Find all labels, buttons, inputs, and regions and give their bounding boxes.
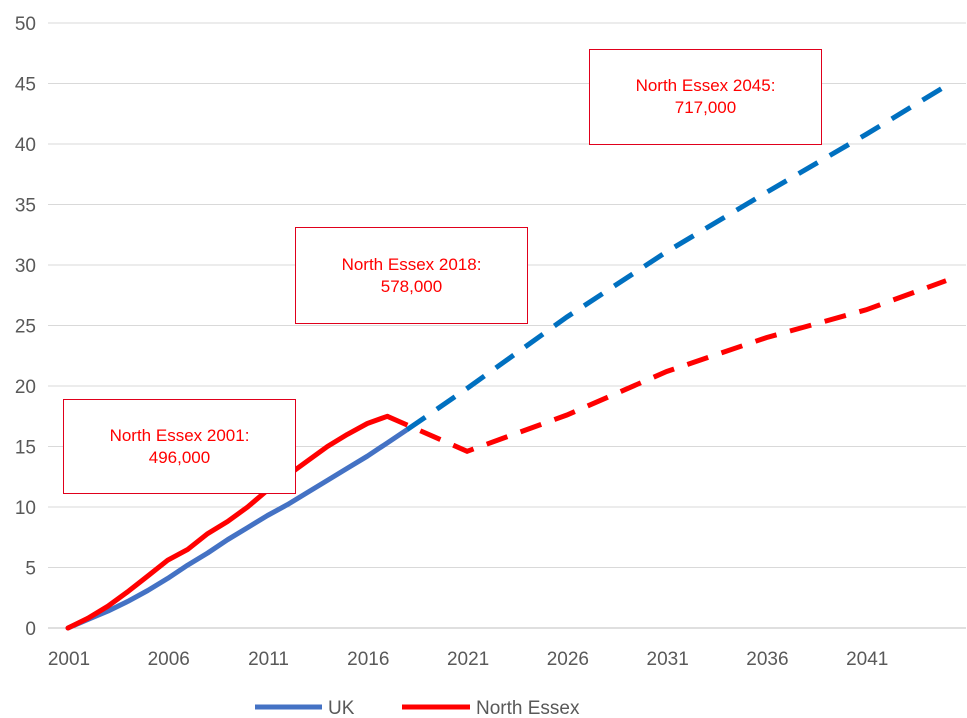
x-tick-label: 2021 xyxy=(447,649,489,670)
x-tick-label: 2001 xyxy=(48,649,90,670)
y-tick-label: 50 xyxy=(15,14,36,35)
x-tick-label: 2016 xyxy=(347,649,389,670)
x-tick-label: 2026 xyxy=(547,649,589,670)
annotation-2001: North Essex 2001: 496,000 xyxy=(63,399,296,494)
x-tick-label: 2031 xyxy=(647,649,689,670)
annotation-2045: North Essex 2045: 717,000 xyxy=(589,49,822,145)
y-tick-label: 5 xyxy=(25,559,36,580)
uk-actual-line xyxy=(65,427,410,631)
series-lines xyxy=(65,83,948,631)
annotation-2018: North Essex 2018: 578,000 xyxy=(295,227,528,324)
x-tick-label: 2011 xyxy=(248,649,289,670)
y-tick-label: 20 xyxy=(15,377,36,398)
north-essex-actual-line xyxy=(65,413,390,631)
annotation-2045-label: North Essex 2045: xyxy=(635,76,776,95)
legend: UK North Essex xyxy=(255,698,580,718)
y-axis: 0 5 10 15 20 25 30 35 40 45 50 xyxy=(15,14,36,640)
x-tick-label: 2041 xyxy=(846,649,888,670)
x-tick-label: 2036 xyxy=(746,649,788,670)
annotation-2018-label: North Essex 2018: xyxy=(341,254,482,274)
y-tick-label: 0 xyxy=(25,619,36,640)
y-tick-label: 30 xyxy=(15,256,36,277)
uk-projection-line xyxy=(405,83,948,432)
y-tick-label: 15 xyxy=(15,438,36,459)
annotation-2018-value: 578,000 xyxy=(380,276,443,296)
y-tick-label: 10 xyxy=(15,498,36,519)
annotation-2001-value: 496,000 xyxy=(148,447,211,467)
legend-north-essex-label: North Essex xyxy=(476,698,580,718)
legend-uk-label: UK xyxy=(328,698,355,718)
annotation-2045-value: 717,000 xyxy=(674,98,737,117)
x-tick-label: 2006 xyxy=(148,649,190,670)
y-tick-label: 45 xyxy=(15,75,36,96)
y-tick-label: 35 xyxy=(15,196,36,217)
annotation-2001-label: North Essex 2001: xyxy=(109,425,250,445)
y-tick-label: 40 xyxy=(15,135,36,156)
north-essex-projection-line xyxy=(386,278,947,454)
grid-lines xyxy=(48,22,966,629)
x-axis: 2001 2006 2011 2016 2021 2026 2031 2036 2041 xyxy=(48,649,889,670)
y-tick-label: 25 xyxy=(15,317,36,338)
